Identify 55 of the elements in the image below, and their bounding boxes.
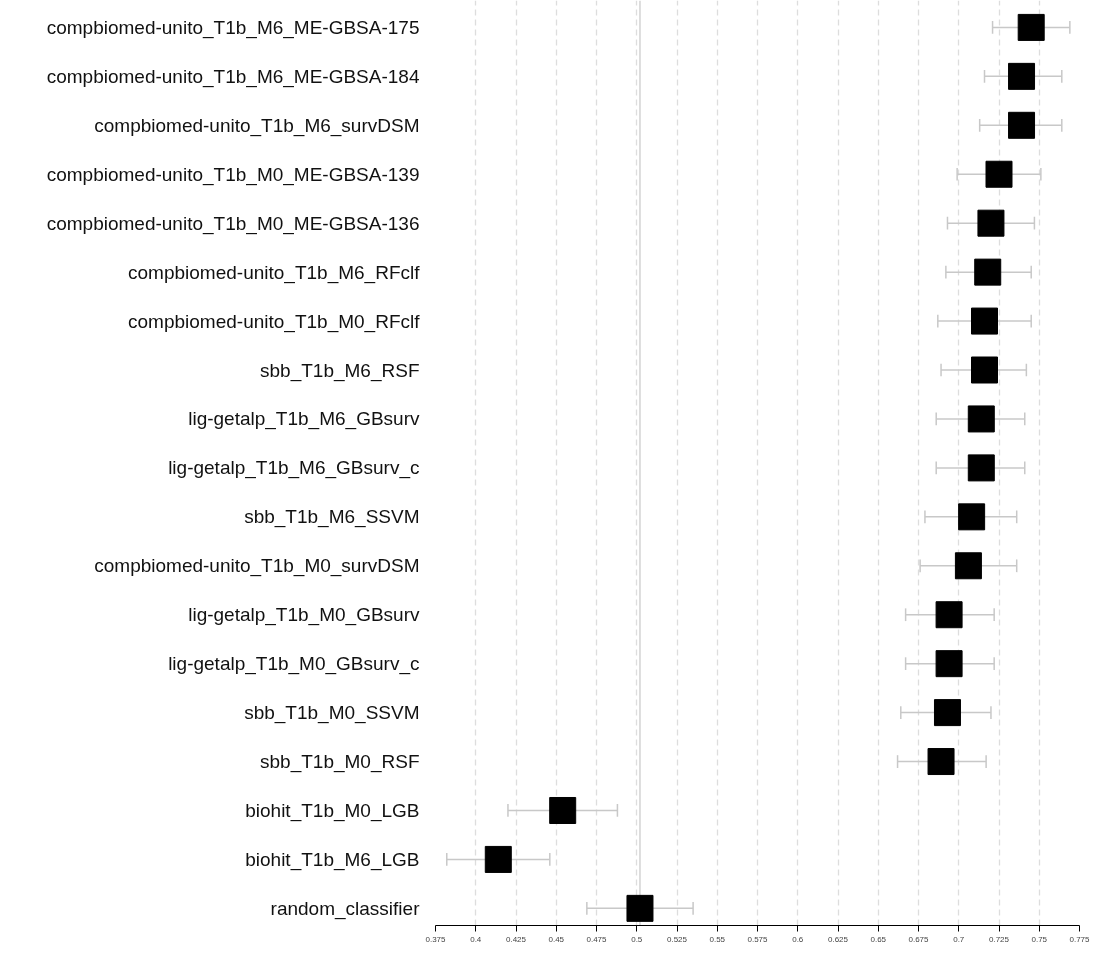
x-tick-label: 0.75	[1031, 934, 1048, 944]
y-tick-label: compbiomed-unito_T1b_M6_ME-GBSA-175	[46, 16, 420, 39]
x-tick-label: 0.675	[908, 934, 930, 944]
point	[977, 209, 1005, 237]
x-tick-label: 0.725	[988, 934, 1010, 944]
y-tick-label: compbiomed-unito_T1b_M0_ME-GBSA-136	[46, 212, 420, 235]
point	[626, 894, 654, 922]
x-tick-label: 0.375	[425, 934, 447, 944]
x-tick-label: 0.65	[870, 934, 887, 944]
y-tick-label: compbiomed-unito_T1b_M0_RFclf	[128, 310, 421, 333]
y-tick-label: sbb_T1b_M0_RSF	[260, 751, 420, 774]
y-tick-label: biohit_T1b_M0_LGB	[245, 799, 420, 822]
point	[549, 796, 577, 824]
y-tick-label: lig-getalp_T1b_M6_GBsurv_c	[168, 457, 420, 480]
y-tick-label: sbb_T1b_M6_SSVM	[244, 506, 420, 529]
y-tick-label: sbb_T1b_M0_SSVM	[244, 702, 420, 725]
x-tick-label: 0.55	[709, 934, 726, 944]
y-tick-label: lig-getalp_T1b_M6_GBsurv	[188, 408, 420, 431]
y-tick-label: compbiomed-unito_T1b_M0_ME-GBSA-139	[46, 163, 420, 186]
point	[933, 699, 961, 727]
y-tick-label: lig-getalp_T1b_M0_GBsurv	[188, 604, 420, 627]
x-tick-label: 0.525	[666, 934, 688, 944]
y-tick-label: compbiomed-unito_T1b_M6_survDSM	[94, 114, 420, 137]
point	[1008, 111, 1036, 139]
point	[971, 307, 999, 335]
point	[958, 503, 986, 531]
y-tick-label: random_classifier	[270, 897, 421, 920]
point	[985, 160, 1013, 188]
x-tick-label: 0.625	[827, 934, 849, 944]
point	[967, 454, 995, 482]
point	[927, 748, 955, 776]
y-tick-label: compbiomed-unito_T1b_M0_survDSM	[94, 555, 420, 578]
x-tick-label: 0.425	[505, 934, 527, 944]
x-tick-label: 0.575	[747, 934, 769, 944]
y-tick-label: lig-getalp_T1b_M0_GBsurv_c	[168, 653, 420, 676]
point	[1017, 13, 1045, 41]
y-tick-label: compbiomed-unito_T1b_M6_ME-GBSA-184	[46, 65, 420, 88]
point	[935, 601, 963, 629]
x-tick-label: 0.7	[953, 934, 965, 944]
y-tick-label: sbb_T1b_M6_RSF	[260, 359, 420, 382]
x-tick-label: 0.45	[548, 934, 565, 944]
point	[954, 552, 982, 580]
y-tick-label: compbiomed-unito_T1b_M6_RFclf	[128, 261, 421, 284]
point	[971, 356, 999, 384]
point	[935, 650, 963, 678]
x-tick-label: 0.775	[1069, 934, 1091, 944]
x-tick-label: 0.5	[631, 934, 643, 944]
x-tick-label: 0.4	[470, 934, 482, 944]
point	[484, 845, 512, 873]
y-tick-label: biohit_T1b_M6_LGB	[245, 848, 420, 871]
point	[1008, 62, 1036, 90]
point	[974, 258, 1002, 286]
point	[967, 405, 995, 433]
x-tick-label: 0.6	[792, 934, 804, 944]
x-tick-label: 0.475	[586, 934, 608, 944]
